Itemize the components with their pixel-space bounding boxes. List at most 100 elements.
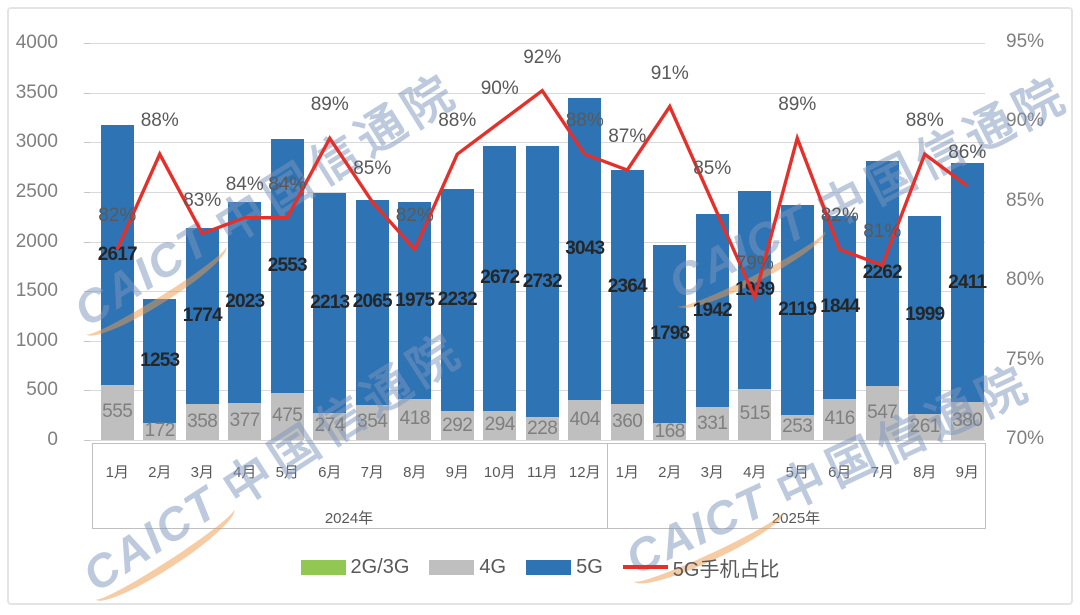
y-axis-left-label: 500 bbox=[26, 379, 58, 401]
pct-label: 82% bbox=[395, 205, 434, 227]
bar-label-5g: 2023 bbox=[225, 291, 265, 313]
bar-label-4g: 253 bbox=[782, 416, 813, 438]
pct-label: 85% bbox=[693, 157, 732, 179]
bar-label-4g: 377 bbox=[229, 410, 261, 432]
y-axis-left-label: 2500 bbox=[15, 180, 58, 202]
month-label: 3月 bbox=[190, 464, 214, 481]
pct-label: 88% bbox=[140, 110, 179, 132]
bar-4g bbox=[100, 384, 134, 440]
y-axis-right-label: 85% bbox=[1006, 189, 1045, 211]
bar-4g bbox=[780, 414, 814, 440]
y-axis-right-label: 90% bbox=[1006, 110, 1045, 132]
bar-4g bbox=[738, 388, 772, 440]
bar-4g bbox=[270, 392, 304, 440]
month-label: 3月 bbox=[700, 464, 724, 481]
bar-4g bbox=[653, 423, 687, 440]
left-axis-tick bbox=[84, 142, 90, 144]
y-axis-left-label: 4000 bbox=[15, 32, 58, 53]
pct-label: 89% bbox=[778, 94, 817, 116]
bar-4g bbox=[483, 410, 517, 440]
pct-label: 92% bbox=[523, 46, 562, 68]
bar-label-4g: 418 bbox=[399, 408, 431, 430]
bar-label-5g: 2672 bbox=[480, 267, 520, 289]
month-label: 10月 bbox=[483, 464, 516, 481]
y-axis-left-label: 1500 bbox=[15, 280, 58, 302]
y-axis-right-label: 80% bbox=[1006, 269, 1045, 291]
pct-label: 86% bbox=[948, 141, 987, 163]
month-label: 6月 bbox=[828, 464, 852, 481]
bar-label-4g: 168 bbox=[654, 420, 686, 442]
pct-label: 84% bbox=[225, 173, 264, 195]
left-axis-tick bbox=[84, 440, 90, 441]
left-axis-tick bbox=[84, 191, 90, 193]
pct-label: 81% bbox=[863, 221, 902, 243]
bar-label-5g: 1999 bbox=[905, 303, 945, 325]
bar-4g bbox=[865, 385, 899, 440]
bar-label-4g: 358 bbox=[187, 411, 218, 433]
bar-label-5g: 1942 bbox=[692, 299, 733, 321]
bar-label-4g: 475 bbox=[272, 405, 303, 427]
bar-4g bbox=[610, 404, 644, 440]
bar-label-5g: 1253 bbox=[140, 349, 180, 371]
pct-label: 79% bbox=[735, 253, 774, 275]
bar-label-5g: 2119 bbox=[778, 298, 817, 320]
bar-4g bbox=[525, 417, 559, 440]
pct-label: 89% bbox=[310, 94, 349, 116]
bar-label-4g: 354 bbox=[357, 411, 388, 433]
legend-item-5g-: 5G手机占比 bbox=[622, 553, 780, 582]
legend-color-swatch bbox=[300, 559, 346, 575]
bar-4g bbox=[185, 404, 219, 440]
bar-4g bbox=[823, 398, 857, 440]
bar-label-5g: 1798 bbox=[650, 323, 690, 345]
bar-label-5g: 3043 bbox=[565, 237, 605, 259]
gridline bbox=[90, 43, 985, 44]
month-label: 8月 bbox=[403, 464, 427, 481]
bar-label-5g: 2262 bbox=[862, 262, 903, 284]
bar-4g bbox=[568, 399, 602, 440]
month-label: 2月 bbox=[658, 464, 682, 481]
left-axis-tick bbox=[84, 43, 90, 44]
bar-label-5g: 2411 bbox=[948, 271, 987, 293]
bar-label-4g: 292 bbox=[442, 414, 473, 436]
pct-label: 87% bbox=[608, 126, 647, 148]
bar-label-4g: 360 bbox=[612, 411, 643, 433]
month-label: 1月 bbox=[615, 464, 639, 481]
legend-item-5g: 5G bbox=[526, 556, 603, 579]
y-axis-left-label: 2000 bbox=[15, 230, 58, 252]
bar-label-5g: 2065 bbox=[352, 291, 393, 313]
legend-label: 5G手机占比 bbox=[672, 558, 780, 581]
left-axis-tick bbox=[84, 390, 90, 392]
bar-label-4g: 331 bbox=[697, 412, 728, 434]
category-axis-box bbox=[92, 443, 986, 529]
month-label: 7月 bbox=[870, 464, 894, 481]
pct-label: 82% bbox=[820, 205, 859, 227]
month-label: 6月 bbox=[318, 464, 342, 481]
y-axis-left-label: 0 bbox=[47, 429, 58, 450]
y-axis-left-label: 3000 bbox=[15, 131, 58, 153]
month-label: 12月 bbox=[568, 464, 601, 481]
bar-label-4g: 515 bbox=[739, 403, 771, 425]
bar-4g bbox=[313, 412, 347, 440]
pct-label: 88% bbox=[438, 110, 477, 132]
month-label: 2月 bbox=[148, 464, 172, 481]
bar-4g bbox=[143, 422, 177, 440]
left-axis-tick bbox=[84, 92, 90, 94]
bar-label-5g: 1989 bbox=[735, 279, 775, 301]
bar-4g bbox=[950, 402, 984, 440]
bar-4g bbox=[695, 407, 729, 440]
legend-label: 5G bbox=[576, 555, 603, 578]
pct-label: 83% bbox=[183, 189, 222, 211]
bar-label-4g: 404 bbox=[569, 408, 601, 430]
bar-label-4g: 380 bbox=[952, 410, 983, 432]
year-label-2025: 2025年 bbox=[771, 510, 821, 527]
bar-label-4g: 294 bbox=[484, 414, 516, 436]
pct-label: 84% bbox=[268, 173, 307, 195]
bar-label-4g: 172 bbox=[144, 420, 176, 442]
bar-4g bbox=[398, 398, 432, 440]
legend-line-swatch bbox=[622, 565, 668, 569]
month-label: 8月 bbox=[913, 464, 937, 481]
gridline bbox=[90, 142, 985, 144]
bar-label-5g: 2553 bbox=[267, 255, 308, 277]
left-axis-tick bbox=[84, 291, 90, 293]
